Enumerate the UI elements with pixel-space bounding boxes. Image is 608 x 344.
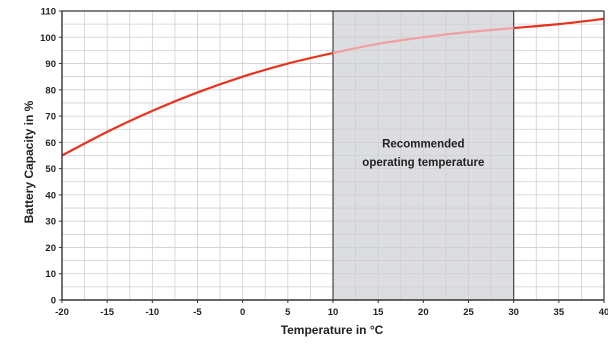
x-tick-label: 20 [418,307,429,318]
y-tick-label: 10 [45,269,56,280]
x-axis-title: Temperature in °C [281,323,384,337]
annotation-label-line-2: operating temperature [362,157,484,169]
y-tick-label: 110 [41,7,56,18]
x-tick-label: 5 [285,307,291,318]
x-tick-label: 25 [463,307,474,318]
x-tick-label: -20 [55,307,69,318]
x-tick-label: 0 [240,307,245,318]
y-tick-label: 40 [45,190,56,201]
x-tick-label: -15 [100,307,114,318]
x-tick-label: 15 [373,307,384,318]
x-tick-label: -10 [145,307,159,318]
y-tick-label: 30 [45,217,56,228]
y-tick-label: 70 [45,112,56,123]
y-tick-label: 100 [40,33,56,44]
y-tick-label: 50 [45,164,56,175]
x-tick-label: -5 [193,307,202,318]
y-axis-title: Battery Capacity in % [22,100,36,223]
x-tick-label: 35 [554,307,565,318]
x-tick-label: 30 [508,307,519,318]
x-tick-label: 10 [328,307,339,318]
y-tick-label: 80 [45,85,56,96]
x-tick-label: 40 [599,307,608,318]
y-tick-label: 90 [45,59,56,70]
y-tick-label: 60 [45,138,56,149]
y-tick-label: 20 [45,243,56,254]
y-tick-label: 0 [51,296,56,307]
annotation-label-line-1: Recommended [382,139,464,151]
